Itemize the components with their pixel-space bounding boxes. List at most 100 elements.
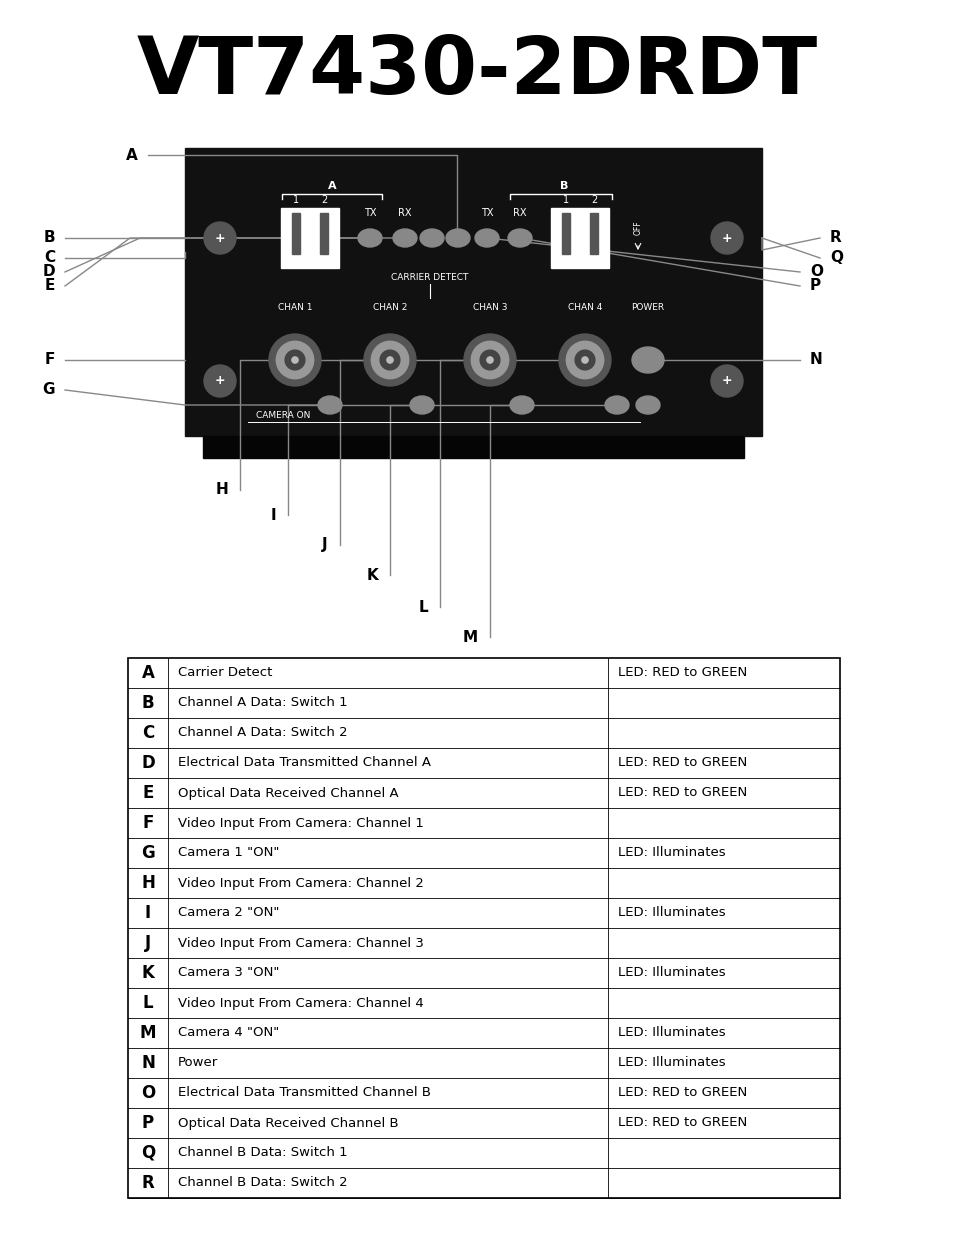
Ellipse shape: [410, 396, 434, 414]
Text: R: R: [141, 1174, 154, 1192]
Circle shape: [463, 333, 516, 387]
Bar: [203, 436, 743, 458]
Text: Video Input From Camera: Channel 3: Video Input From Camera: Channel 3: [178, 936, 423, 950]
Circle shape: [581, 357, 587, 363]
Circle shape: [379, 350, 399, 369]
Text: B: B: [559, 182, 568, 191]
Circle shape: [387, 357, 393, 363]
Text: +: +: [720, 374, 732, 388]
Text: N: N: [809, 352, 821, 368]
Text: POWER: POWER: [631, 304, 664, 312]
Text: Channel B Data: Switch 1: Channel B Data: Switch 1: [178, 1146, 347, 1160]
Text: Camera 3 "ON": Camera 3 "ON": [178, 967, 279, 979]
Text: E: E: [142, 784, 153, 802]
Text: Video Input From Camera: Channel 2: Video Input From Camera: Channel 2: [178, 877, 423, 889]
Text: B: B: [142, 694, 154, 713]
Text: A: A: [126, 147, 138, 163]
Text: Channel B Data: Switch 2: Channel B Data: Switch 2: [178, 1177, 347, 1189]
Text: Video Input From Camera: Channel 4: Video Input From Camera: Channel 4: [178, 997, 423, 1009]
Text: M: M: [462, 630, 477, 645]
Text: I: I: [145, 904, 151, 923]
Text: M: M: [139, 1024, 156, 1042]
Bar: [281, 207, 338, 268]
Circle shape: [276, 341, 314, 379]
Text: LED: RED to GREEN: LED: RED to GREEN: [618, 787, 746, 799]
Circle shape: [575, 350, 595, 369]
Ellipse shape: [631, 347, 663, 373]
Text: RX: RX: [513, 207, 526, 219]
Ellipse shape: [475, 228, 498, 247]
Circle shape: [292, 357, 297, 363]
Text: O: O: [809, 264, 822, 279]
Text: CHAN 3: CHAN 3: [473, 304, 507, 312]
Text: R: R: [829, 231, 841, 246]
Text: P: P: [809, 279, 821, 294]
Bar: [128, 658, 840, 1198]
Text: F: F: [142, 814, 153, 832]
Text: N: N: [141, 1053, 154, 1072]
Ellipse shape: [393, 228, 416, 247]
Circle shape: [486, 357, 493, 363]
Ellipse shape: [510, 396, 534, 414]
Text: L: L: [418, 599, 428, 615]
Circle shape: [371, 341, 408, 379]
Text: LED: Illuminates: LED: Illuminates: [618, 906, 725, 920]
Text: CARRIER DETECT: CARRIER DETECT: [391, 273, 468, 283]
Text: Camera 4 "ON": Camera 4 "ON": [178, 1026, 279, 1040]
Circle shape: [285, 350, 305, 369]
Text: +: +: [214, 231, 225, 245]
Bar: [561, 212, 569, 254]
Text: Electrical Data Transmitted Channel A: Electrical Data Transmitted Channel A: [178, 757, 431, 769]
Text: C: C: [44, 251, 55, 266]
Text: Camera 1 "ON": Camera 1 "ON": [178, 846, 279, 860]
Text: Power: Power: [178, 1056, 218, 1070]
Ellipse shape: [636, 396, 659, 414]
Circle shape: [710, 222, 742, 254]
Text: K: K: [366, 568, 377, 583]
Text: D: D: [42, 264, 55, 279]
Bar: [185, 148, 761, 436]
Text: H: H: [215, 483, 228, 498]
Text: OFF: OFF: [633, 221, 641, 236]
Text: Channel A Data: Switch 2: Channel A Data: Switch 2: [178, 726, 347, 740]
Text: 1: 1: [293, 195, 298, 205]
Text: LED: Illuminates: LED: Illuminates: [618, 1026, 725, 1040]
Text: A: A: [327, 182, 336, 191]
Text: Camera 2 "ON": Camera 2 "ON": [178, 906, 279, 920]
Circle shape: [471, 341, 508, 379]
Text: I: I: [270, 508, 275, 522]
Text: VT7430-2DRDT: VT7430-2DRDT: [136, 33, 817, 111]
Circle shape: [269, 333, 320, 387]
Text: D: D: [141, 755, 154, 772]
Text: LED: RED to GREEN: LED: RED to GREEN: [618, 1087, 746, 1099]
Text: +: +: [214, 374, 225, 388]
Bar: [319, 212, 328, 254]
Ellipse shape: [419, 228, 443, 247]
Text: K: K: [141, 965, 154, 982]
Text: TX: TX: [363, 207, 375, 219]
Text: LED: RED to GREEN: LED: RED to GREEN: [618, 757, 746, 769]
Text: +: +: [720, 231, 732, 245]
Text: RX: RX: [397, 207, 412, 219]
Text: G: G: [141, 844, 154, 862]
Text: CHAN 2: CHAN 2: [373, 304, 407, 312]
Text: Video Input From Camera: Channel 1: Video Input From Camera: Channel 1: [178, 816, 423, 830]
Text: 2: 2: [590, 195, 597, 205]
Text: L: L: [143, 994, 153, 1011]
Circle shape: [710, 366, 742, 396]
Text: P: P: [142, 1114, 153, 1132]
Text: 1: 1: [562, 195, 569, 205]
Circle shape: [204, 222, 235, 254]
Text: TX: TX: [480, 207, 493, 219]
Ellipse shape: [357, 228, 381, 247]
Text: B: B: [43, 231, 55, 246]
Text: Optical Data Received Channel B: Optical Data Received Channel B: [178, 1116, 398, 1130]
Ellipse shape: [507, 228, 532, 247]
Text: E: E: [45, 279, 55, 294]
Text: Electrical Data Transmitted Channel B: Electrical Data Transmitted Channel B: [178, 1087, 431, 1099]
Bar: [128, 658, 840, 1198]
Ellipse shape: [317, 396, 341, 414]
Text: O: O: [141, 1084, 155, 1102]
Text: J: J: [145, 934, 151, 952]
Text: C: C: [142, 724, 154, 742]
